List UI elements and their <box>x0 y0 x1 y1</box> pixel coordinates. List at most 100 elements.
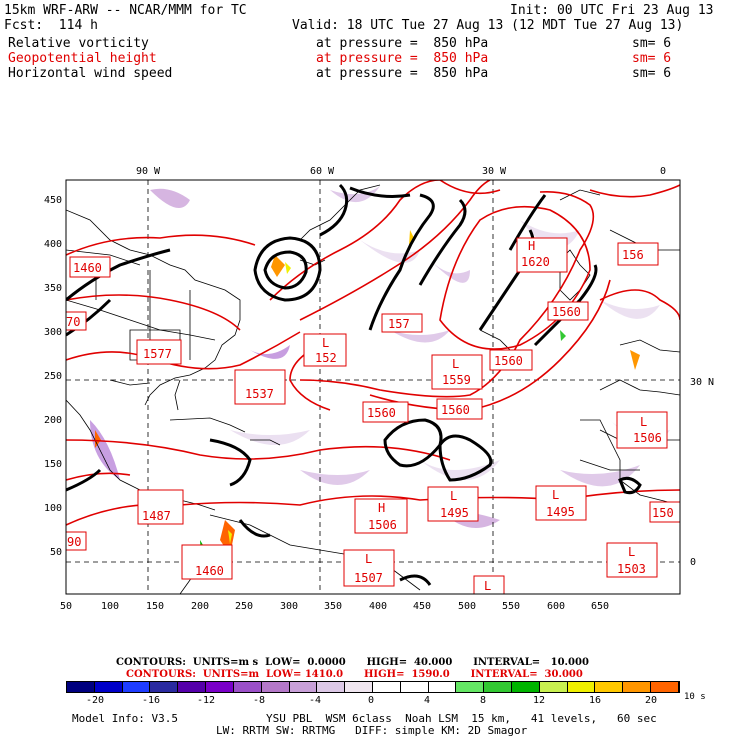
physics-line-1: YSU PBL WSM 6class Noah LSM 15 km, 41 le… <box>266 712 657 725</box>
svg-text:152: 152 <box>315 351 337 365</box>
colorbar-swatch <box>428 682 457 692</box>
height-label: L <box>473 575 505 594</box>
height-label: 1487 <box>137 489 184 525</box>
colorbar-label: 4 <box>424 695 431 706</box>
contours-wind: CONTOURS: UNITS=m s LOW= 0.0000 HIGH= 40… <box>116 657 589 668</box>
field-1-level: at pressure = 850 hPa <box>316 36 489 51</box>
svg-text:L: L <box>484 579 491 593</box>
svg-text:1503: 1503 <box>617 562 646 576</box>
height-label: H 1620 <box>516 237 568 273</box>
svg-text:1506: 1506 <box>368 518 397 532</box>
colorbar <box>66 681 680 693</box>
height-label: L 1503 <box>606 542 658 578</box>
svg-text:L: L <box>365 552 372 566</box>
x-tick: 100 <box>101 601 119 610</box>
height-label: 1460 <box>181 544 233 580</box>
svg-text:L: L <box>322 336 329 350</box>
colorbar-swatch <box>623 682 652 692</box>
height-label: 1560 <box>547 301 589 321</box>
svg-text:1460: 1460 <box>73 261 102 275</box>
weather-map: 90 W 60 W 30 W 0 30 N 0 50 100 150 200 2… <box>44 166 714 610</box>
lon-label-60w: 60 W <box>310 166 335 177</box>
y-tick: 300 <box>44 327 62 338</box>
svg-text:L: L <box>450 489 457 503</box>
height-label: L 152 <box>303 333 347 367</box>
physics-line-2: LW: RRTM SW: RRTMG DIFF: simple KM: 2D S… <box>216 724 528 737</box>
height-label: 156 <box>617 242 659 266</box>
init-time: Init: 00 UTC Fri 23 Aug 13 <box>510 3 714 18</box>
forecast-hour: Fcst: 114 h <box>4 18 98 33</box>
svg-text:L: L <box>640 415 647 429</box>
x-tick: 300 <box>280 601 298 610</box>
map-frame <box>65 179 681 595</box>
field-3-level: at pressure = 850 hPa <box>316 66 489 81</box>
geopotential-contours <box>66 180 680 526</box>
colorbar-label: -4 <box>309 695 322 706</box>
height-label: 1577 <box>136 339 182 365</box>
x-tick: 150 <box>146 601 164 610</box>
height-label: L 1495 <box>535 485 587 521</box>
x-tick: 600 <box>547 601 565 610</box>
colorbar-label: -12 <box>197 695 216 706</box>
colorbar-swatch <box>345 682 373 692</box>
contours-height: CONTOURS: UNITS=m LOW= 1410.0 HIGH= 1590… <box>126 669 583 680</box>
y-tick: 150 <box>44 459 62 470</box>
svg-text:1559: 1559 <box>442 373 471 387</box>
svg-text:1507: 1507 <box>354 571 383 585</box>
y-tick: 100 <box>44 503 62 514</box>
colorbar-swatch <box>206 682 234 692</box>
y-tick: 200 <box>44 415 62 426</box>
lon-label-30w: 30 W <box>482 166 507 177</box>
svg-text:1620: 1620 <box>521 255 550 269</box>
svg-text:1560: 1560 <box>441 403 470 417</box>
colorbar-label: -20 <box>86 695 105 706</box>
y-tick: 50 <box>50 547 62 558</box>
height-label: 90 <box>66 531 87 551</box>
field-3-name: Horizontal wind speed <box>8 66 173 81</box>
svg-text:L: L <box>452 357 459 371</box>
height-label: L 1506 <box>616 411 668 449</box>
svg-text:157: 157 <box>388 317 410 331</box>
colorbar-label: -16 <box>142 695 161 706</box>
lon-label-90w: 90 W <box>136 166 161 177</box>
colorbar-swatch <box>400 682 429 692</box>
colorbar-label: 8 <box>480 695 487 706</box>
height-label: 1537 <box>234 369 286 405</box>
svg-text:H: H <box>528 239 535 253</box>
height-label: 157 <box>381 313 423 333</box>
lat-label-0: 0 <box>690 557 696 568</box>
svg-text:1487: 1487 <box>142 509 171 523</box>
svg-text:150: 150 <box>652 506 674 520</box>
colorbar-label: 20 <box>645 695 658 706</box>
field-2-level: at pressure = 850 hPa <box>316 51 489 66</box>
colorbar-swatch <box>595 682 624 692</box>
colorbar-swatch <box>67 682 95 692</box>
x-tick: 500 <box>458 601 476 610</box>
svg-text:1460: 1460 <box>195 564 224 578</box>
colorbar-unit: 10 s <box>684 692 706 702</box>
svg-text:1495: 1495 <box>546 505 575 519</box>
colorbar-swatch <box>317 682 346 692</box>
height-label: L 1507 <box>343 549 395 587</box>
colorbar-swatch <box>539 682 568 692</box>
svg-text:1560: 1560 <box>494 354 523 368</box>
height-label: 70 <box>66 311 87 331</box>
colorbar-label: 0 <box>368 695 375 706</box>
svg-text:156: 156 <box>622 248 644 262</box>
y-tick: 350 <box>44 283 62 294</box>
colorbar-swatch <box>261 682 290 692</box>
svg-text:H: H <box>378 501 385 515</box>
field-3-sm: sm= 6 <box>632 66 672 81</box>
x-tick: 250 <box>235 601 253 610</box>
x-tick: 200 <box>191 601 209 610</box>
colorbar-swatch <box>122 682 151 692</box>
colorbar-labels: -20 -16 -12 -8 -4 0 4 8 12 16 20 <box>66 695 680 707</box>
valid-time: Valid: 18 UTC Tue 27 Aug 13 (12 MDT Tue … <box>292 18 684 33</box>
coastlines <box>66 184 680 594</box>
colorbar-label: 12 <box>533 695 546 706</box>
height-label: 1560 <box>362 401 409 423</box>
lat-label-30n: 30 N <box>690 377 714 388</box>
svg-text:90: 90 <box>67 535 81 549</box>
svg-text:1560: 1560 <box>367 406 396 420</box>
field-2-name: Geopotential height <box>8 51 157 66</box>
